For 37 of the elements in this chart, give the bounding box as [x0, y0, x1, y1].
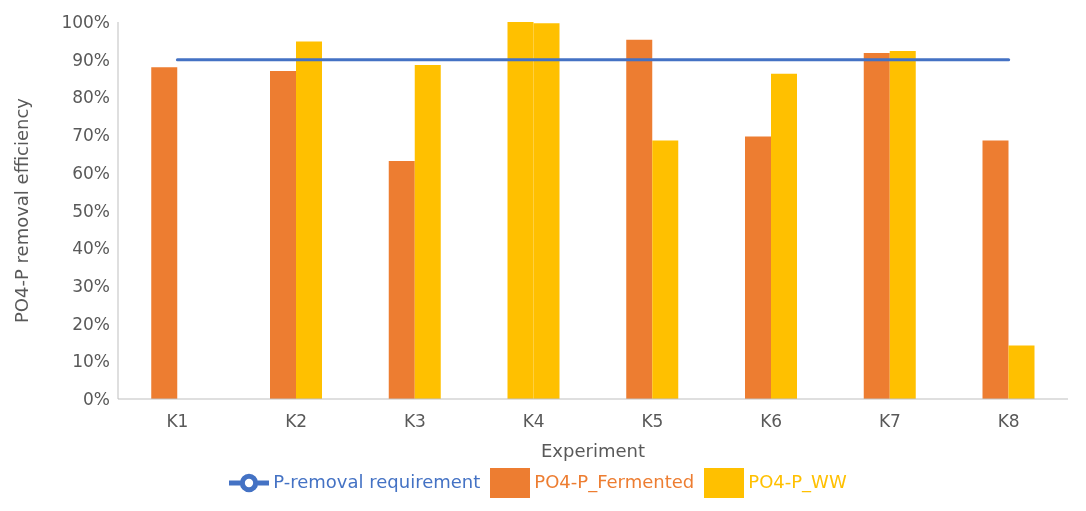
x-tick-label: K1: [166, 411, 189, 432]
legend-label: PO4-P_WW: [748, 471, 847, 492]
legend-label: P-removal requirement: [273, 471, 481, 492]
x-tick-label: K6: [760, 411, 783, 432]
y-tick-label: 50%: [72, 200, 110, 221]
y-tick-label: 60%: [72, 162, 110, 183]
x-axis-title: Experiment: [540, 440, 646, 461]
bar: [626, 39, 653, 399]
x-tick-label: K3: [403, 411, 426, 432]
y-tick-label: 80%: [72, 87, 110, 108]
x-tick-label: K4: [522, 411, 545, 432]
x-tick-label: K5: [641, 411, 664, 432]
legend-label: PO4-P_Fermented: [534, 471, 695, 492]
bar: [745, 136, 771, 399]
bar: [388, 161, 415, 399]
bar: [151, 67, 178, 399]
y-tick-label: 100%: [61, 12, 110, 33]
y-tick-label: 0%: [83, 389, 110, 410]
x-tick-label: K7: [878, 411, 901, 432]
x-tick-label: K8: [997, 411, 1020, 432]
bar: [270, 71, 296, 399]
x-tick-label: K2: [285, 411, 308, 432]
bar: [982, 140, 1009, 399]
bar: [414, 64, 441, 399]
bar: [1008, 345, 1035, 399]
y-tick-label: 20%: [72, 313, 110, 334]
y-axis-title: PO4-P removal efficiency: [11, 97, 33, 323]
bar: [652, 140, 679, 399]
y-tick-label: 30%: [72, 275, 110, 296]
bar: [771, 73, 797, 399]
bar: [296, 41, 322, 399]
y-tick-label: 40%: [72, 238, 110, 259]
y-tick-label: 70%: [72, 125, 110, 146]
bar: [863, 52, 890, 399]
bar: [889, 51, 916, 399]
y-tick-label: 90%: [72, 49, 110, 70]
y-tick-label: 10%: [72, 351, 110, 372]
